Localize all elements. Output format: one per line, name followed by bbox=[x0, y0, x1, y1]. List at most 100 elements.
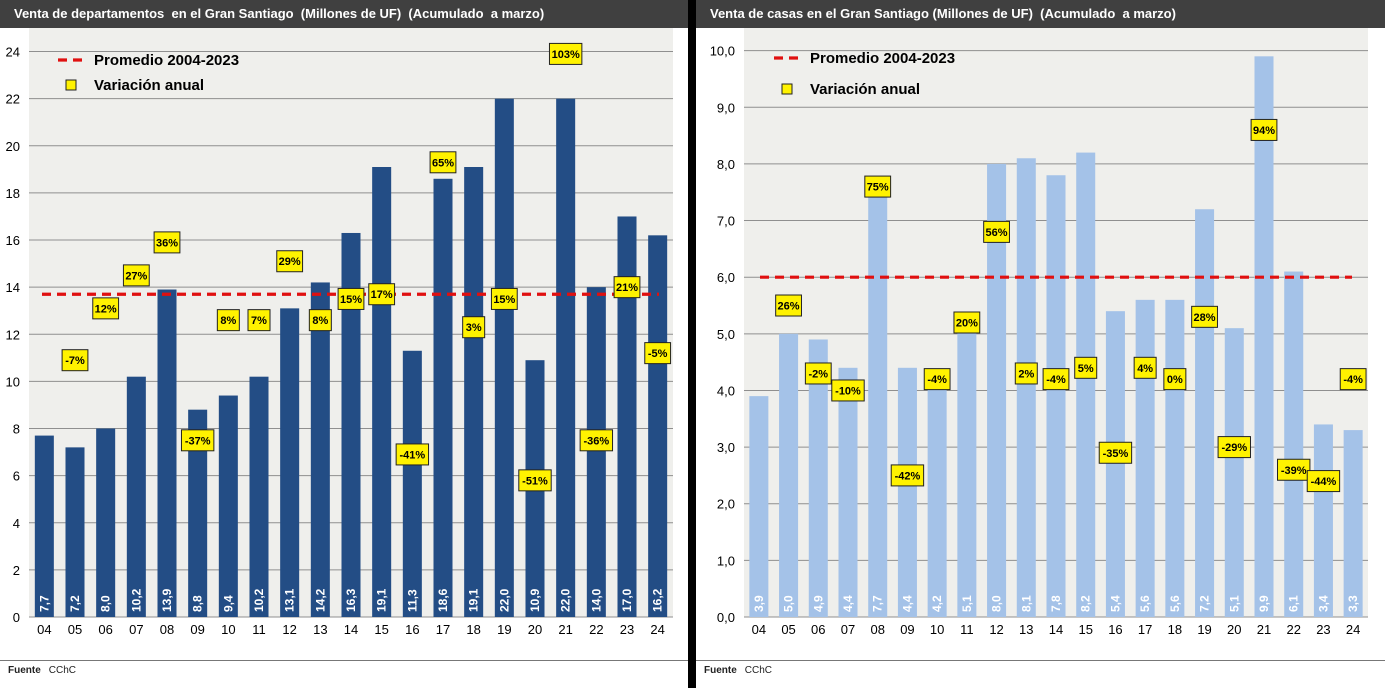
variation-label: 21% bbox=[616, 282, 638, 294]
variation-badge: 65% bbox=[429, 151, 457, 174]
variation-badge: 27% bbox=[122, 264, 150, 287]
x-tick-label: 09 bbox=[900, 622, 914, 637]
bar-value-label: 3,9 bbox=[752, 595, 766, 612]
x-tick-label: 16 bbox=[1108, 622, 1122, 637]
bar bbox=[957, 328, 977, 617]
y-tick-label: 18 bbox=[6, 186, 20, 201]
variation-badge: -37% bbox=[180, 429, 215, 452]
y-tick-label: 24 bbox=[6, 45, 20, 60]
variation-box bbox=[180, 429, 215, 452]
bar-value-label: 7,7 bbox=[37, 595, 51, 612]
x-tick-label: 17 bbox=[1138, 622, 1152, 637]
y-tick-label: 0,0 bbox=[717, 610, 735, 625]
variation-badge: 5% bbox=[1074, 356, 1098, 379]
bar-value-label: 18,6 bbox=[436, 588, 450, 612]
bar bbox=[372, 167, 392, 617]
bar-value-label: 8,0 bbox=[990, 595, 1004, 612]
house-sales-chart-panel: Venta de casas en el Gran Santiago (Mill… bbox=[696, 0, 1385, 688]
variation-box bbox=[548, 42, 583, 65]
variation-box bbox=[644, 342, 672, 365]
bar-value-label: 3,4 bbox=[1316, 595, 1330, 612]
x-tick-label: 20 bbox=[528, 622, 542, 637]
x-tick-label: 07 bbox=[841, 622, 855, 637]
x-tick-label: 12 bbox=[989, 622, 1003, 637]
x-tick-label: 05 bbox=[781, 622, 795, 637]
bar bbox=[188, 409, 208, 617]
variation-badge: -35% bbox=[1098, 441, 1133, 464]
bar bbox=[1284, 271, 1304, 617]
variation-label: 8% bbox=[220, 315, 236, 327]
variation-box bbox=[1163, 368, 1187, 391]
bar bbox=[65, 447, 85, 617]
variation-box bbox=[247, 309, 271, 332]
y-tick-label: 8 bbox=[13, 422, 20, 437]
x-tick-label: 20 bbox=[1227, 622, 1241, 637]
variation-label: -5% bbox=[648, 348, 668, 360]
variation-badge: 7% bbox=[247, 309, 271, 332]
y-tick-label: 5,0 bbox=[717, 327, 735, 342]
x-tick-label: 08 bbox=[160, 622, 174, 637]
x-tick-label: 11 bbox=[960, 622, 974, 637]
variation-box bbox=[337, 287, 365, 310]
x-tick-label: 04 bbox=[752, 622, 766, 637]
chart-title: Venta de departamentos en el Gran Santia… bbox=[0, 0, 688, 28]
variation-box bbox=[923, 368, 951, 391]
x-tick-label: 21 bbox=[558, 622, 572, 637]
x-tick-label: 14 bbox=[1049, 622, 1063, 637]
variation-badge: 56% bbox=[983, 220, 1010, 243]
bar bbox=[779, 333, 799, 617]
bar bbox=[897, 367, 917, 617]
variation-badge: 0% bbox=[1163, 368, 1187, 391]
variation-label: 2% bbox=[1018, 368, 1034, 380]
bar-value-label: 19,1 bbox=[467, 588, 481, 612]
x-tick-label: 24 bbox=[1346, 622, 1360, 637]
variation-label: 75% bbox=[867, 182, 889, 194]
variation-box bbox=[831, 379, 865, 402]
bar-value-label: 8,1 bbox=[1019, 595, 1033, 612]
variation-badge: 21% bbox=[613, 276, 641, 299]
variation-box bbox=[368, 283, 396, 306]
variation-box bbox=[1133, 356, 1157, 379]
variation-label: -35% bbox=[1103, 448, 1129, 460]
y-tick-label: 4,0 bbox=[717, 383, 735, 398]
bar bbox=[1313, 424, 1333, 617]
legend-variation-label: Variación anual bbox=[94, 77, 204, 94]
variation-badge: 28% bbox=[1191, 305, 1218, 328]
variation-label: -4% bbox=[927, 374, 947, 386]
bar-value-label: 7,2 bbox=[1198, 595, 1212, 612]
bar bbox=[218, 395, 238, 617]
bar bbox=[927, 379, 947, 617]
bar-value-label: 10,9 bbox=[528, 588, 542, 612]
x-tick-label: 23 bbox=[1316, 622, 1330, 637]
variation-badge: -39% bbox=[1277, 458, 1311, 481]
variation-badge: 12% bbox=[92, 297, 120, 320]
variation-box bbox=[953, 311, 981, 334]
source-label: Fuente bbox=[704, 665, 737, 676]
y-tick-label: 0 bbox=[13, 610, 20, 625]
bar bbox=[96, 428, 116, 617]
variation-box bbox=[490, 287, 518, 310]
x-tick-label: 13 bbox=[313, 622, 327, 637]
bar-value-label: 5,1 bbox=[1227, 595, 1241, 612]
bar-value-label: 5,1 bbox=[960, 595, 974, 612]
variation-label: 5% bbox=[1078, 363, 1094, 375]
variation-label: 7% bbox=[251, 315, 267, 327]
bar-value-label: 13,1 bbox=[283, 588, 297, 612]
variation-label: 17% bbox=[371, 289, 393, 301]
variation-label: -4% bbox=[1343, 374, 1363, 386]
variation-badge: -44% bbox=[1306, 470, 1341, 493]
variation-badge: -4% bbox=[923, 368, 951, 391]
variation-badge: 103% bbox=[548, 42, 583, 65]
bar-value-label: 22,0 bbox=[497, 588, 511, 612]
variation-box bbox=[890, 464, 925, 487]
x-tick-label: 21 bbox=[1257, 622, 1271, 637]
bar bbox=[433, 178, 453, 617]
source-value: CChC bbox=[48, 665, 77, 676]
source-divider bbox=[0, 660, 688, 661]
bar-value-label: 5,4 bbox=[1108, 595, 1122, 612]
variation-badge: 29% bbox=[276, 250, 304, 273]
variation-label: 65% bbox=[432, 157, 454, 169]
legend-variation-swatch bbox=[781, 83, 793, 95]
bar-value-label: 16,3 bbox=[344, 588, 358, 612]
bar bbox=[617, 216, 637, 618]
